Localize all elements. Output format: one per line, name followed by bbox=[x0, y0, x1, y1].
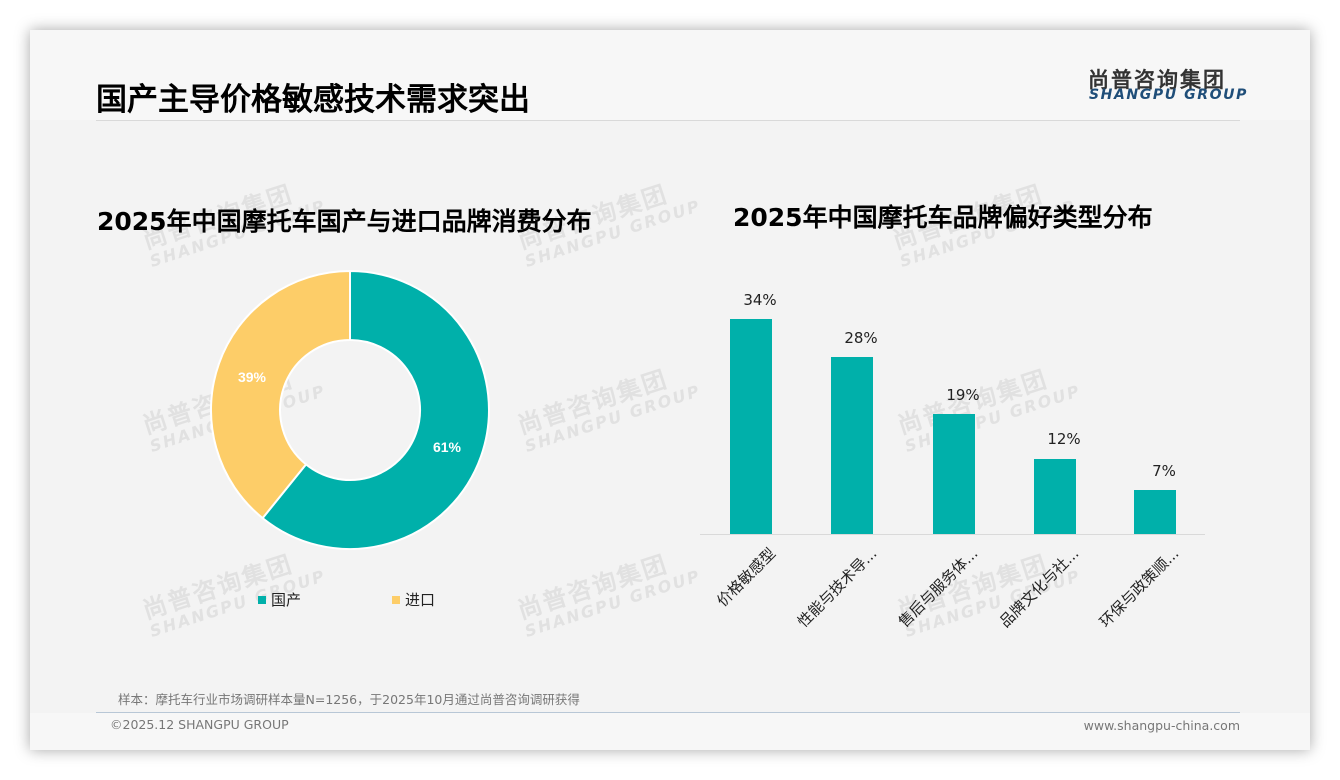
x-axis-line bbox=[700, 534, 1205, 535]
header-band bbox=[30, 30, 1310, 120]
sample-note: 样本：摩托车行业市场调研样本量N=1256，于2025年10月通过尚普咨询调研获… bbox=[118, 692, 580, 707]
logo-text-cn: 尚普咨询集团 bbox=[1088, 68, 1226, 92]
x-axis-label: 性能与技术导... bbox=[793, 544, 881, 631]
legend-item-imported[interactable]: 进口 bbox=[392, 589, 435, 610]
bar-chart: 34% 28% 19% 12% 7% 价格敏感型 性能与技术导... 售后与服务… bbox=[700, 285, 1210, 631]
footer-divider bbox=[96, 712, 1240, 713]
x-axis-label: 环保与政策顺... bbox=[1095, 544, 1183, 631]
donut-chart: 61% 39% bbox=[210, 270, 490, 550]
x-axis-label: 价格敏感型 bbox=[713, 544, 780, 611]
x-axis-label: 售后与服务体... bbox=[894, 544, 982, 631]
legend-item-domestic[interactable]: 国产 bbox=[258, 589, 301, 610]
bar-value: 28% bbox=[844, 329, 878, 347]
donut-chart-title: 2025年中国摩托车国产与进口品牌消费分布 bbox=[97, 207, 592, 236]
legend-swatch-imported bbox=[392, 595, 400, 604]
bar-brand-culture[interactable] bbox=[1034, 459, 1076, 534]
bar-value: 7% bbox=[1152, 462, 1176, 480]
x-axis-label: 品牌文化与社... bbox=[995, 544, 1083, 631]
slide: 国产主导价格敏感技术需求突出 尚普咨询集团 SHANGPU GROUP 尚普咨询… bbox=[30, 30, 1310, 750]
page-title: 国产主导价格敏感技术需求突出 bbox=[96, 82, 530, 118]
label-imported: 39% bbox=[238, 369, 267, 385]
bar-after-sales[interactable] bbox=[933, 414, 975, 534]
copyright: ©2025.12 SHANGPU GROUP bbox=[110, 717, 289, 732]
donut-segment-domestic[interactable] bbox=[261, 270, 490, 550]
bar-chart-title: 2025年中国摩托车品牌偏好类型分布 bbox=[733, 203, 1153, 232]
bar-value: 19% bbox=[946, 386, 980, 404]
legend-label: 进口 bbox=[405, 591, 436, 609]
bar-performance-tech[interactable] bbox=[831, 357, 873, 534]
bar-eco-policy[interactable] bbox=[1134, 490, 1176, 534]
donut-segment-imported[interactable] bbox=[210, 270, 351, 520]
logo-text-en: SHANGPU GROUP bbox=[1089, 87, 1248, 103]
bar-value: 12% bbox=[1047, 430, 1081, 448]
title-divider bbox=[96, 120, 1240, 121]
bar-value: 34% bbox=[743, 291, 777, 309]
legend-swatch-domestic bbox=[258, 595, 266, 604]
bar-price-sensitive[interactable] bbox=[730, 319, 772, 534]
legend-label: 国产 bbox=[271, 591, 302, 609]
label-domestic: 61% bbox=[433, 439, 462, 455]
website-link[interactable]: www.shangpu-china.com bbox=[1083, 718, 1240, 733]
footer-band bbox=[30, 713, 1310, 750]
